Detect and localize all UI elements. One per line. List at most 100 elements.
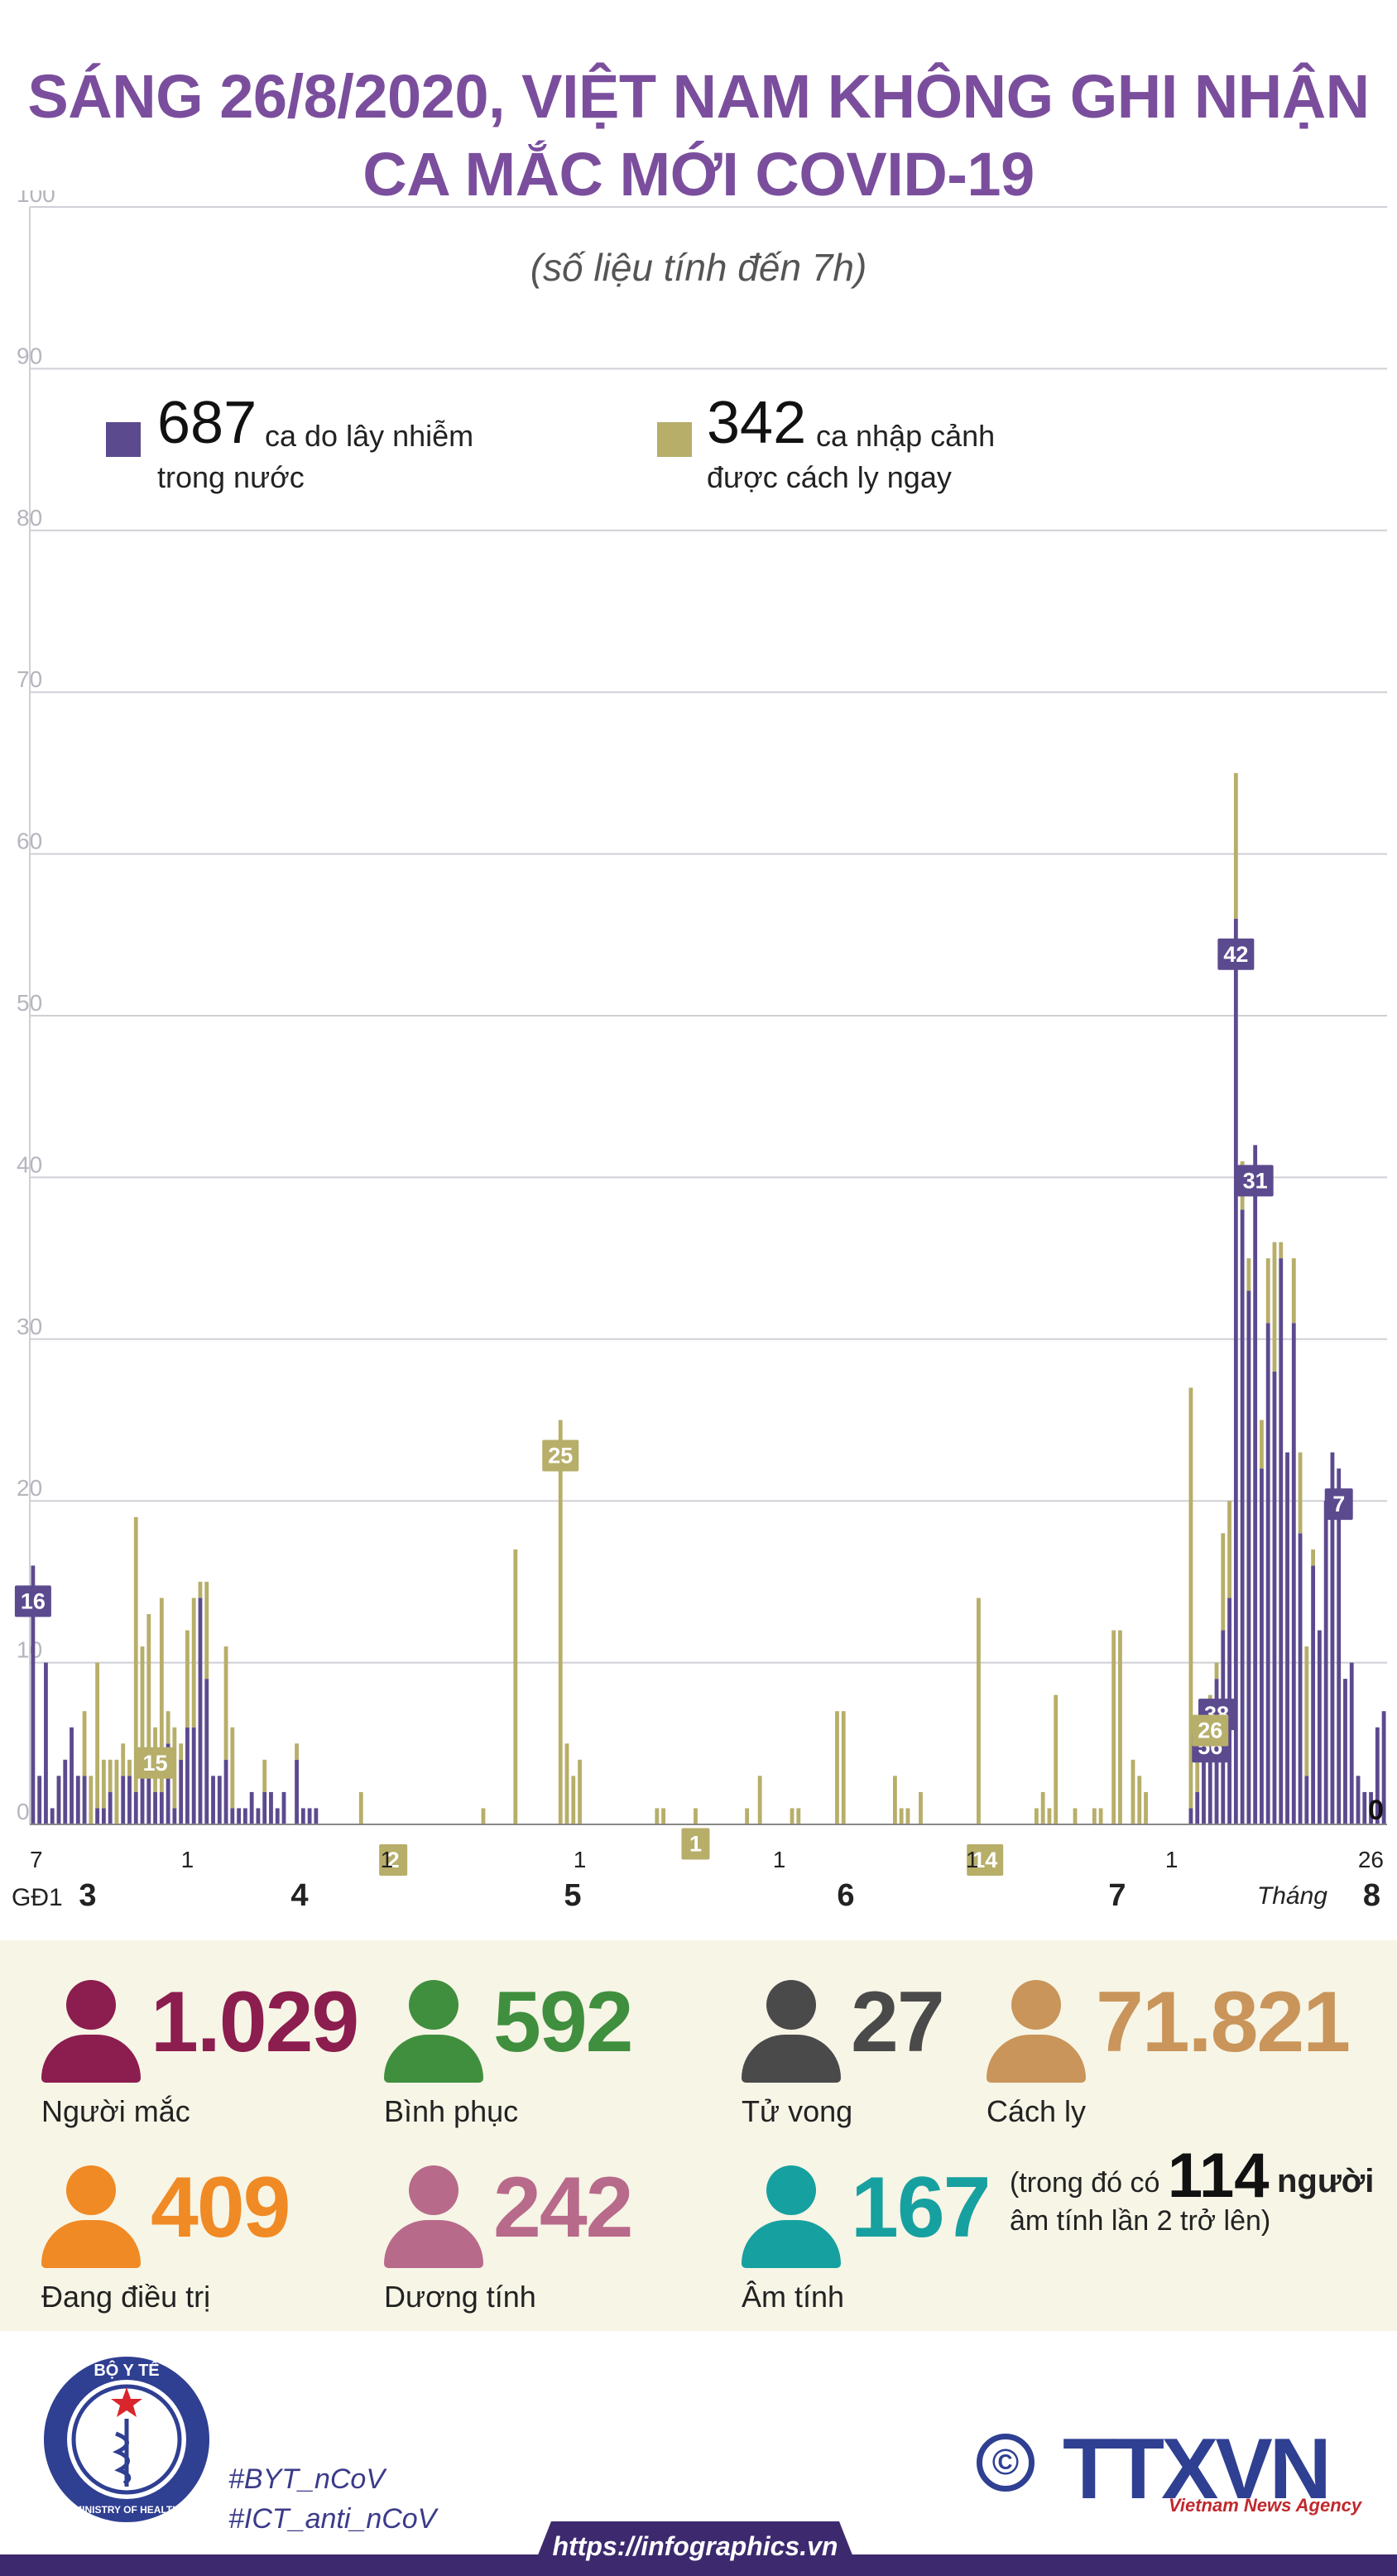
data-label-imported-bg xyxy=(379,1844,408,1876)
bar-domestic xyxy=(307,1808,312,1824)
bar-domestic xyxy=(140,1759,145,1824)
stat-label: Đang điều trị xyxy=(41,2280,211,2314)
person-icon-body xyxy=(742,2035,841,2083)
bar-imported xyxy=(166,1711,170,1744)
stat-label: Âm tính xyxy=(742,2280,845,2314)
bar-domestic xyxy=(185,1727,190,1824)
bar-imported xyxy=(1272,1242,1277,1372)
bar-imported xyxy=(694,1808,698,1824)
page-title: SÁNG 26/8/2020, VIỆT NAM KHÔNG GHI NHẬN … xyxy=(0,58,1397,214)
month-label: 3 xyxy=(79,1878,96,1912)
data-label-imported: 15 xyxy=(143,1751,168,1776)
bar-domestic xyxy=(275,1808,280,1824)
bar-domestic xyxy=(1375,1727,1380,1824)
x-tick-label: 1 xyxy=(773,1847,786,1872)
bar-imported xyxy=(204,1581,209,1680)
person-icon-head xyxy=(766,2165,816,2215)
url-tab xyxy=(530,2521,861,2576)
bar-domestic xyxy=(153,1791,157,1824)
bar-imported xyxy=(89,1776,94,1824)
data-label-domestic-bg xyxy=(14,1585,51,1617)
data-label-imported-bg xyxy=(681,1828,710,1860)
bar-imported xyxy=(564,1743,569,1824)
legend-swatch-imported xyxy=(657,422,692,457)
bar-imported xyxy=(661,1808,666,1824)
bar-imported xyxy=(1279,1242,1284,1259)
bar-domestic xyxy=(217,1776,222,1824)
bar-imported xyxy=(1221,1533,1226,1631)
bar-imported xyxy=(121,1743,126,1776)
person-icon-body xyxy=(41,2220,141,2268)
hashtag-byt[interactable]: #BYT_nCoV xyxy=(228,2463,385,2495)
legend-imported-text-1: ca nhập cảnh xyxy=(816,419,996,453)
bar-domestic xyxy=(1317,1630,1322,1824)
bar-imported xyxy=(977,1598,981,1824)
stat-label: Cách ly xyxy=(987,2094,1087,2128)
person-icon-head xyxy=(409,2165,458,2215)
bar-imported xyxy=(1311,1549,1316,1566)
stat-label: Tử vong xyxy=(742,2094,853,2128)
bar-domestic xyxy=(63,1759,68,1824)
person-icon-body xyxy=(987,2035,1086,2083)
bar-imported xyxy=(1047,1808,1052,1824)
x-tick-label: 1 xyxy=(574,1847,587,1872)
bar-imported xyxy=(655,1808,660,1824)
bar-imported xyxy=(1195,1759,1200,1792)
bar-imported xyxy=(101,1759,106,1809)
bar-domestic xyxy=(198,1598,203,1824)
data-label-imported-bg xyxy=(542,1439,579,1472)
logo-bottom-text: MINISTRY OF HEALTH xyxy=(74,2504,180,2516)
bar-domestic xyxy=(242,1808,247,1824)
bar-domestic xyxy=(1279,1258,1284,1824)
bar-domestic xyxy=(281,1791,286,1824)
person-icon-body xyxy=(742,2220,841,2268)
bar-domestic xyxy=(179,1759,184,1824)
bar-imported xyxy=(481,1808,486,1824)
person-icon xyxy=(384,1980,483,2088)
bar-domestic xyxy=(1265,1323,1270,1824)
bar-imported xyxy=(796,1808,801,1824)
bar-imported xyxy=(1188,1387,1193,1809)
bar-domestic xyxy=(1362,1791,1367,1824)
y-tick-label: 0 xyxy=(17,1799,30,1824)
data-label-domestic: 16 xyxy=(21,1588,46,1613)
bar-domestic xyxy=(108,1791,113,1824)
negative-note: (trong đó có 114 người âm tính lần 2 trở… xyxy=(1010,2145,1375,2240)
stat-value: 167 xyxy=(851,2160,991,2256)
legend-domestic-text-2: trong nước xyxy=(157,460,305,494)
ttxvn-logo: TTXVN xyxy=(1063,2421,1332,2517)
data-label-domestic: 42 xyxy=(1223,942,1248,967)
bar-imported xyxy=(146,1613,151,1776)
bar-imported xyxy=(198,1581,203,1598)
infographics-link[interactable]: https://infographics.vn xyxy=(552,2531,838,2561)
bar-domestic xyxy=(121,1776,126,1824)
data-label-imported-bg xyxy=(1192,1714,1229,1747)
x-tick-label: 7 xyxy=(30,1847,43,1872)
negative-note-suffix: người xyxy=(1276,2163,1375,2199)
person-icon-body xyxy=(384,2035,483,2083)
bar-imported xyxy=(1214,1662,1219,1680)
data-label-imported: 25 xyxy=(548,1444,573,1468)
data-label-domestic: 31 xyxy=(1243,1168,1268,1193)
hashtag-ict[interactable]: #ICT_anti_nCoV xyxy=(228,2503,437,2535)
x-tick-label: 1 xyxy=(181,1847,194,1872)
bar-imported xyxy=(179,1743,184,1760)
data-label-imported: 14 xyxy=(972,1848,997,1872)
bar-domestic xyxy=(1291,1323,1296,1824)
bar-imported xyxy=(1137,1776,1142,1824)
bar-imported xyxy=(1118,1630,1122,1824)
bar-domestic xyxy=(101,1808,106,1824)
bar-imported xyxy=(1304,1646,1309,1776)
bar-domestic xyxy=(31,1565,36,1824)
bar-imported xyxy=(1291,1258,1296,1324)
stat-value: 71.821 xyxy=(1096,1974,1351,2070)
stat-value: 27 xyxy=(851,1974,945,2070)
bar-imported xyxy=(1144,1791,1148,1824)
person-icon-head xyxy=(66,1980,116,2030)
bar-imported xyxy=(1233,772,1238,919)
bar-imported xyxy=(114,1759,119,1824)
title-line-1: SÁNG 26/8/2020, VIỆT NAM KHÔNG GHI NHẬN xyxy=(27,62,1370,131)
data-label-imported-bg xyxy=(137,1747,174,1779)
bar-domestic xyxy=(1311,1565,1316,1824)
person-icon xyxy=(41,2165,141,2273)
